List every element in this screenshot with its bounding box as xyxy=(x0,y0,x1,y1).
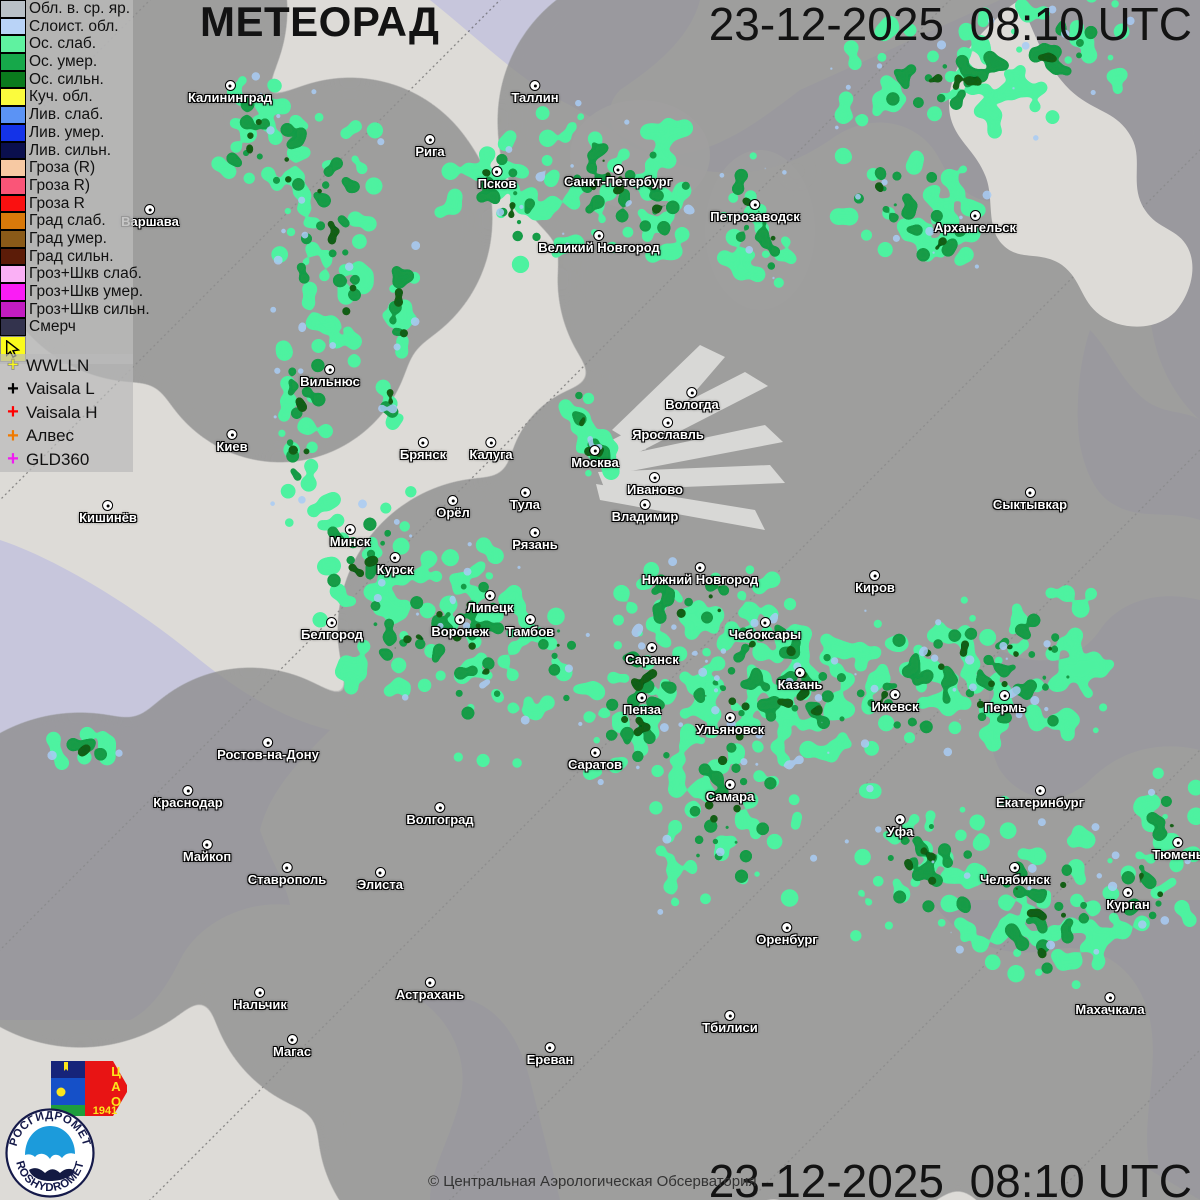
svg-text:1941: 1941 xyxy=(93,1105,117,1117)
svg-text:Ц: Ц xyxy=(111,1064,121,1079)
svg-text:А: А xyxy=(111,1079,121,1094)
